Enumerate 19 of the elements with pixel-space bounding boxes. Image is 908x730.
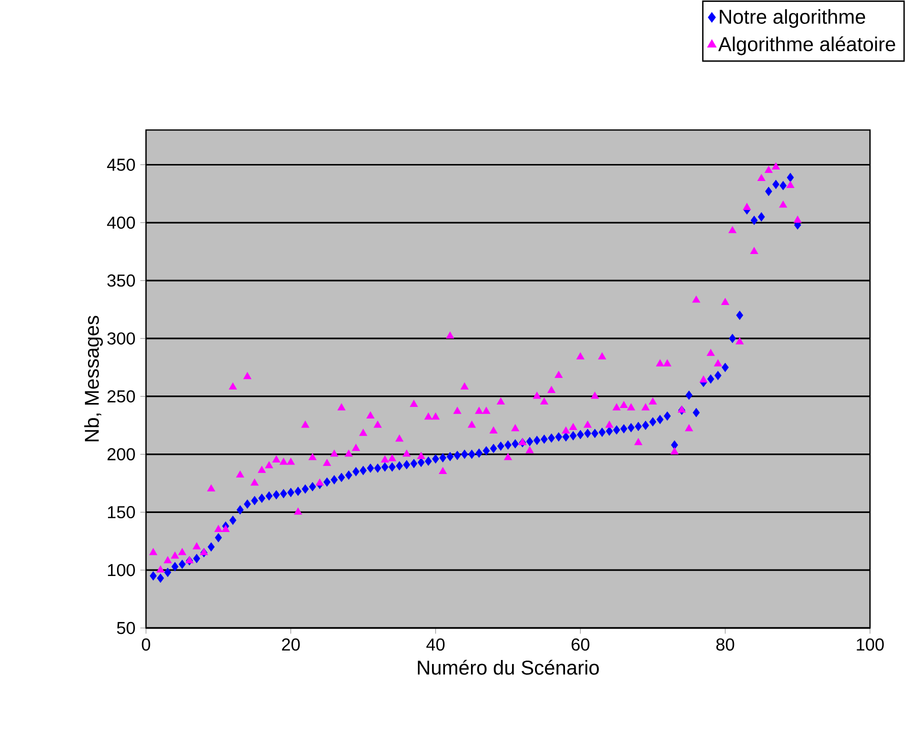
- x-tick-label: 80: [716, 638, 734, 651]
- y-tick-label: 450: [107, 158, 135, 171]
- y-tick-label: 250: [108, 390, 135, 402]
- legend-label: Notre algorithme: [720, 9, 866, 28]
- x-tick-label: 100: [856, 638, 884, 651]
- y-tick-label: 200: [108, 448, 135, 460]
- y-tick-label: 300: [107, 332, 135, 345]
- y-tick-label: 350: [107, 274, 135, 287]
- x-tick-label: 20: [282, 638, 300, 651]
- y-tick-label: 100: [108, 564, 135, 576]
- y-tick-label: 150: [108, 506, 135, 518]
- x-tick-label: 40: [426, 638, 445, 651]
- x-tick-label: 0: [142, 638, 150, 651]
- x-axis-title: Numéro du Scénario: [418, 660, 599, 675]
- legend-label: Algorithme aléatoire: [718, 36, 896, 56]
- x-tick-label: 60: [572, 638, 590, 651]
- y-tick-label: 400: [107, 216, 135, 229]
- y-tick-label: 50: [117, 622, 135, 634]
- y-axis-title: Nb, Messages: [84, 316, 103, 442]
